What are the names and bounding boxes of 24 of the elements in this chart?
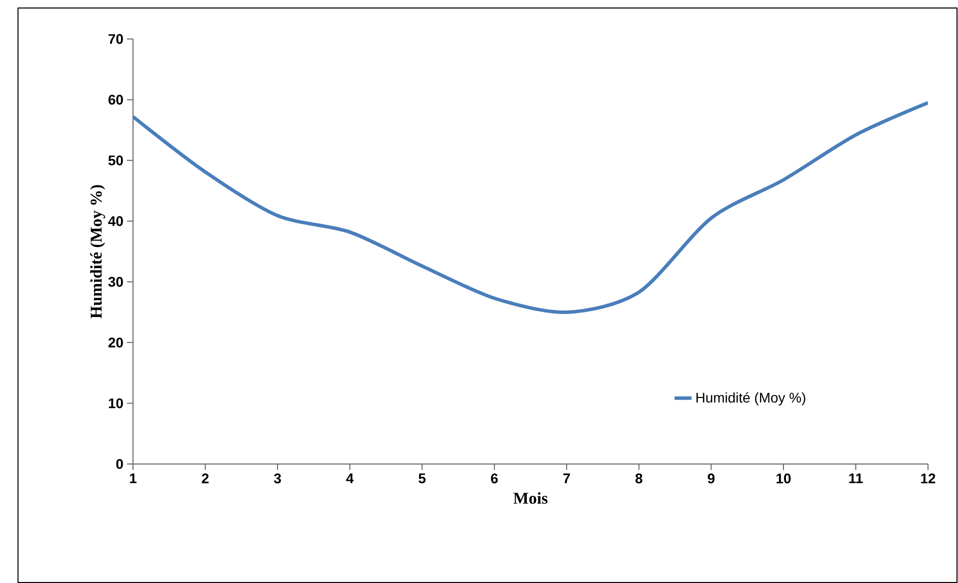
- y-tick-label: 30: [108, 276, 123, 287]
- y-tick-label: 20: [108, 338, 123, 348]
- x-tick-label: 4: [346, 474, 354, 484]
- x-tick-label: 2: [202, 473, 209, 484]
- x-tick-label: 5: [418, 474, 426, 484]
- x-tick-label: 12: [921, 473, 936, 484]
- y-tick-label: 50: [108, 155, 123, 166]
- x-tick-label: 1: [130, 474, 137, 484]
- y-tick-label: 60: [108, 94, 123, 105]
- line-series: [133, 100, 928, 314]
- x-tick-label: 11: [849, 474, 863, 484]
- y-tick-label: 10: [108, 398, 123, 408]
- x-tick-label: 3: [274, 473, 281, 484]
- legend-label: Humidité (Moy %): [696, 392, 806, 406]
- y-tick-label: 40: [108, 216, 123, 226]
- y-tick-label: 70: [108, 34, 123, 44]
- x-tick-label: 8: [635, 473, 642, 484]
- x-axis-title: Mois: [513, 492, 548, 504]
- y-axis-title: Humidité (Moy %): [90, 185, 106, 318]
- x-tick-label: 7: [563, 474, 570, 484]
- x-tick-label: 10: [776, 473, 791, 484]
- y-tick-label: 0: [116, 459, 123, 469]
- x-tick-label: 6: [491, 473, 498, 484]
- x-tick-label: 9: [708, 473, 715, 484]
